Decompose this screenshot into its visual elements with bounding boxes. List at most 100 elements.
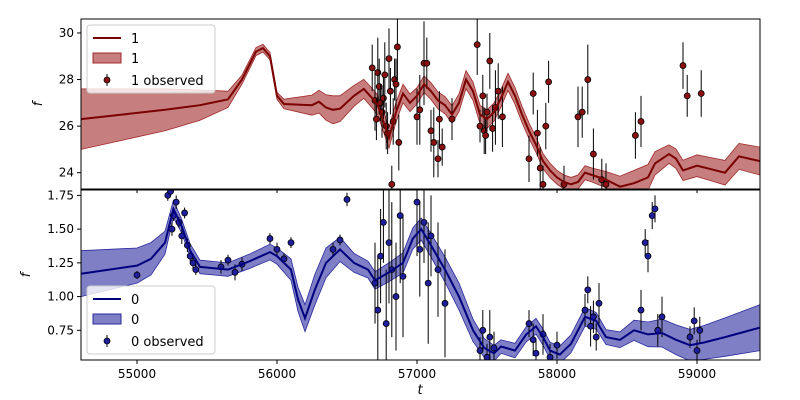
- bottom-observed-point-57: [595, 283, 603, 324]
- top-y-tick-label-3: 30: [59, 26, 74, 40]
- top-observed-marker-46: [545, 78, 552, 86]
- bottom-observed-marker-29: [385, 239, 393, 247]
- bottom-observed-marker-59: [641, 239, 649, 247]
- bottom-observed-marker-45: [490, 344, 498, 352]
- top-legend: 1 1 1 observed: [86, 24, 216, 94]
- top-legend-box: [86, 24, 216, 94]
- top-observed-point-31: [479, 74, 487, 117]
- bottom-observed-point-68: [696, 316, 704, 344]
- top-observed-marker-3: [374, 69, 382, 76]
- top-observed-point-25: [434, 140, 442, 178]
- bottom-observed-marker-58: [637, 306, 645, 314]
- top-observed-point-22: [423, 37, 431, 89]
- top-observed-marker-23: [427, 127, 435, 135]
- bottom-observed-marker-43: [483, 353, 491, 360]
- bottom-model-line: [81, 205, 760, 356]
- top-observed-marker-41: [529, 90, 537, 97]
- bottom-observed-point-14: [224, 254, 232, 266]
- top-y-ticks: 24 26 28 30: [59, 26, 81, 180]
- bottom-legend-points-label: 0 observed: [131, 335, 204, 350]
- bottom-observed-point-17: [266, 233, 274, 244]
- x-tick-label-1: 56000: [258, 367, 296, 381]
- top-model-line-layer: [81, 46, 760, 188]
- bottom-observed-marker-53: [584, 286, 592, 294]
- top-observed-marker-42: [534, 129, 541, 137]
- bottom-observed-point-5: [172, 195, 180, 209]
- bottom-observed-marker-36: [420, 218, 428, 226]
- top-observed-marker-27: [438, 143, 446, 151]
- bottom-observed-marker-39: [434, 266, 442, 274]
- bottom-observed-point-3: [168, 222, 176, 236]
- bottom-observed-marker-38: [427, 232, 435, 240]
- top-observed-marker-18: [395, 139, 403, 146]
- top-observed-point-57: [683, 74, 691, 117]
- top-observed-marker-19: [413, 113, 421, 121]
- bottom-observed-marker-46: [525, 320, 533, 327]
- bottom-observed-marker-60: [644, 252, 652, 260]
- top-observed-marker-30: [476, 122, 484, 130]
- bottom-observed-point-8: [181, 207, 189, 219]
- bottom-observed-point-48: [532, 339, 540, 360]
- top-observed-marker-7: [379, 94, 387, 102]
- top-observed-marker-12: [386, 87, 394, 95]
- top-observed-point-48: [574, 86, 582, 148]
- bottom-observed-marker-15: [231, 268, 239, 276]
- bottom-observed-marker-14: [224, 256, 232, 264]
- bottom-observed-marker-28: [382, 320, 390, 327]
- bottom-y-tick-label-2: 1.25: [47, 256, 74, 270]
- bottom-legend-band-swatch: [92, 313, 122, 325]
- bottom-observed-point-21: [329, 242, 337, 257]
- bottom-observed-point-31: [392, 242, 400, 351]
- top-panel: 24 26 28 30 f 1 1 1 observed: [31, 18, 761, 193]
- bottom-observed-marker-56: [592, 333, 600, 341]
- top-observed-point-40: [525, 135, 533, 183]
- top-observed-point-46: [545, 60, 552, 103]
- top-observed-marker-11: [385, 55, 393, 62]
- top-observed-point-38: [494, 63, 502, 120]
- top-observed-marker-13: [388, 180, 396, 188]
- bottom-observed-marker-62: [651, 205, 659, 213]
- bottom-observed-point-12: [192, 264, 200, 275]
- bottom-observed-marker-31: [392, 293, 400, 300]
- top-model-line: [81, 46, 760, 188]
- bottom-panel: 0.75 1.00 1.25 1.50 1.75 55000 56000 57000 5800…: [19, 188, 761, 381]
- bottom-observed-marker-2: [167, 190, 174, 195]
- bottom-observed-point-11: [189, 256, 197, 270]
- top-observed-point-55: [637, 95, 645, 148]
- bottom-observed-point-62: [651, 195, 659, 223]
- bottom-observed-marker-35: [416, 245, 424, 253]
- bottom-observed-point-44: [486, 310, 494, 360]
- bottom-observed-point-32: [396, 190, 404, 284]
- top-observed-point-13: [388, 165, 396, 189]
- top-observed-marker-16: [392, 80, 400, 88]
- bottom-observed-marker-25: [374, 306, 382, 314]
- x-axis-label: t: [417, 383, 423, 398]
- top-observed-marker-22: [423, 59, 431, 67]
- top-observed-point-51: [590, 128, 597, 180]
- bottom-legend-box: [86, 285, 216, 355]
- x-tick-label-4: 59000: [678, 367, 716, 381]
- bottom-observed-marker-11: [189, 259, 197, 267]
- bottom-observed-marker-57: [595, 299, 603, 307]
- top-observed-point-35: [486, 32, 494, 89]
- bottom-observed-point-20: [287, 237, 295, 249]
- bottom-observed-marker-48: [532, 349, 540, 357]
- top-observed-marker-43: [536, 164, 544, 172]
- top-observed-marker-36: [489, 125, 497, 132]
- top-observed-point-45: [542, 102, 550, 150]
- bottom-x-ticks: 55000 56000 57000 58000 59000: [118, 360, 716, 381]
- top-observed-marker-28: [448, 115, 456, 123]
- bottom-observed-marker-20: [287, 239, 295, 247]
- bottom-observed-marker-27: [379, 218, 387, 226]
- bottom-observed-point-2: [167, 190, 174, 196]
- top-observed-marker-40: [525, 155, 533, 163]
- bottom-observed-marker-65: [686, 333, 694, 341]
- bottom-observed-marker-40: [441, 299, 449, 307]
- bottom-observed-marker-61: [648, 212, 656, 220]
- bottom-observed-marker-32: [396, 212, 404, 220]
- bottom-observed-marker-0: [133, 271, 141, 279]
- top-observed-marker-57: [683, 92, 691, 100]
- top-observed-point-42: [534, 109, 541, 157]
- bottom-observed-point-36: [420, 190, 428, 263]
